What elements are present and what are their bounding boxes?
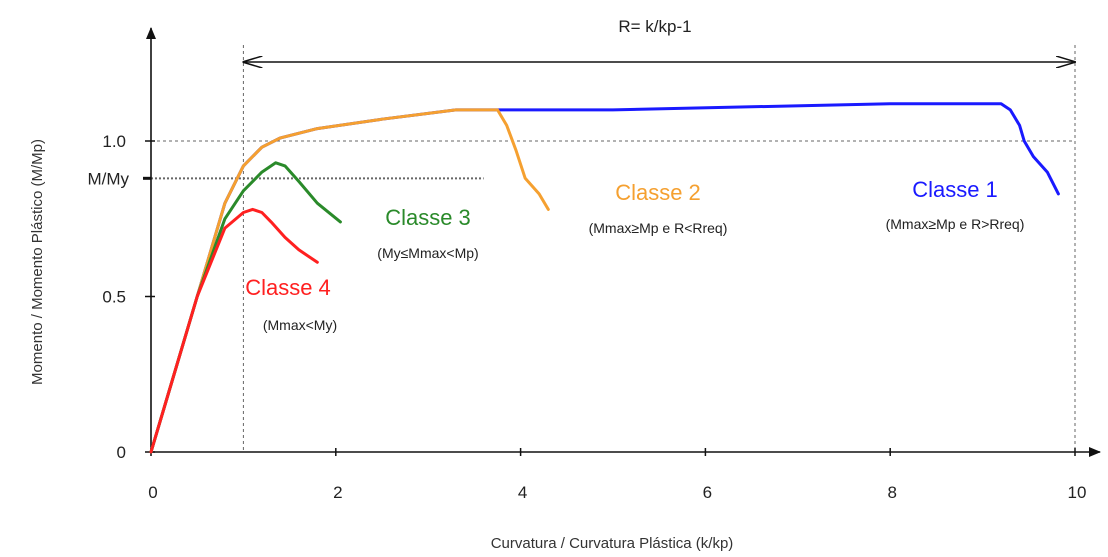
x-tick-label: 10 — [1068, 483, 1087, 502]
r-annotation: R= k/kp-1 — [618, 17, 691, 36]
reference-lines — [151, 45, 1076, 452]
class-labels: Classe 1 (Mmax≥Mp e R>Rreq) Classe 2 (Mmax≥… — [245, 177, 1024, 333]
x-tick-label: 6 — [703, 483, 712, 502]
series-line-3 — [149, 161, 342, 454]
class-label-1: Classe 1 — [912, 177, 998, 202]
y-tick-label: 0.5 — [102, 288, 126, 307]
my-level-label: M/My — [87, 169, 129, 188]
x-tick-label: 0 — [148, 483, 157, 502]
class-label-2: Classe 2 — [615, 180, 701, 205]
x-tick-label: 4 — [518, 483, 527, 502]
x-tick-label: 8 — [887, 483, 896, 502]
class-label-3: Classe 3 — [385, 205, 471, 230]
x-tick-label: 2 — [333, 483, 342, 502]
class-condition-1: (Mmax≥Mp e R>Rreq) — [886, 216, 1025, 232]
y-ticks: 0 0.5 1.0 — [102, 132, 155, 462]
class-condition-4: (Mmax<My) — [263, 317, 337, 333]
series-lines — [149, 102, 1060, 454]
y-tick-label: 0 — [117, 443, 126, 462]
class-condition-3: (My≤Mmax<Mp) — [377, 245, 478, 261]
y-tick-label: 1.0 — [102, 132, 126, 151]
x-axis-title: Curvatura / Curvatura Plástica (k/kp) — [491, 535, 734, 552]
x-ticks: 0 2 4 6 8 10 — [148, 448, 1086, 502]
series-line-4 — [149, 207, 319, 454]
series-line-2 — [149, 108, 550, 454]
class-condition-2: (Mmax≥Mp e R<Rreq) — [589, 220, 728, 236]
y-axis-title: Momento / Momento Plástico (M/Mp) — [29, 139, 46, 385]
class-label-4: Classe 4 — [245, 275, 331, 300]
